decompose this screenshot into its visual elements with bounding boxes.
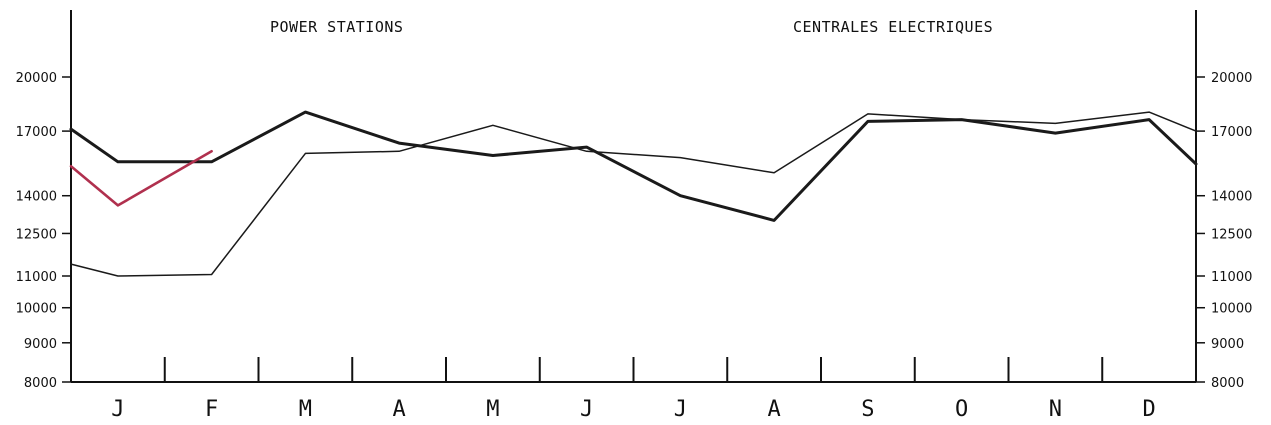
x-tick-label-6: J xyxy=(674,397,687,422)
x-tick-label-5: J xyxy=(580,397,593,422)
y-tick-label-right: 20000 xyxy=(1211,71,1252,86)
y-axis-ticks: 8000 8000 9000 9000 10000 10000 11000 11000 1250… xyxy=(16,71,1253,391)
y-tick-label-right: 14000 xyxy=(1211,190,1252,205)
y-tick-label-left: 11000 xyxy=(16,270,57,285)
x-tick-label-2: M xyxy=(299,397,312,422)
y-tick-label-left: 9000 xyxy=(24,337,57,352)
y-tick-label-left: 12500 xyxy=(16,227,57,242)
x-tick-label-4: M xyxy=(486,397,499,422)
x-tick-label-0: J xyxy=(111,397,124,422)
series-2-line xyxy=(69,150,213,207)
x-tick-label-11: D xyxy=(1143,397,1156,422)
y-tick-label-left: 10000 xyxy=(16,302,57,317)
series-0-line xyxy=(69,110,1198,222)
y-tick-label-right: 11000 xyxy=(1211,270,1252,285)
x-tick-label-8: S xyxy=(861,397,874,422)
x-tick-label-3: A xyxy=(393,397,406,422)
x-tick-label-9: O xyxy=(955,397,968,422)
y-tick-label-left: 8000 xyxy=(24,376,57,391)
series-layer xyxy=(69,110,1198,277)
y-tick-label-left: 20000 xyxy=(16,71,57,86)
y-tick-label-right: 10000 xyxy=(1211,302,1252,317)
y-tick-label-left: 14000 xyxy=(16,190,57,205)
y-tick-label-left: 17000 xyxy=(16,125,57,140)
y-tick-label-right: 12500 xyxy=(1211,227,1252,242)
series-1-line xyxy=(70,111,1197,277)
chart-title-right: CENTRALES ELECTRIQUES xyxy=(793,18,993,36)
x-tick-label-1: F xyxy=(205,397,218,422)
x-tick-label-10: N xyxy=(1049,397,1062,422)
chart-title-left: POWER STATIONS xyxy=(270,18,403,36)
y-tick-label-right: 17000 xyxy=(1211,125,1252,140)
y-tick-label-right: 9000 xyxy=(1211,337,1244,352)
y-tick-label-right: 8000 xyxy=(1211,376,1244,391)
x-tick-label-7: A xyxy=(768,397,781,422)
